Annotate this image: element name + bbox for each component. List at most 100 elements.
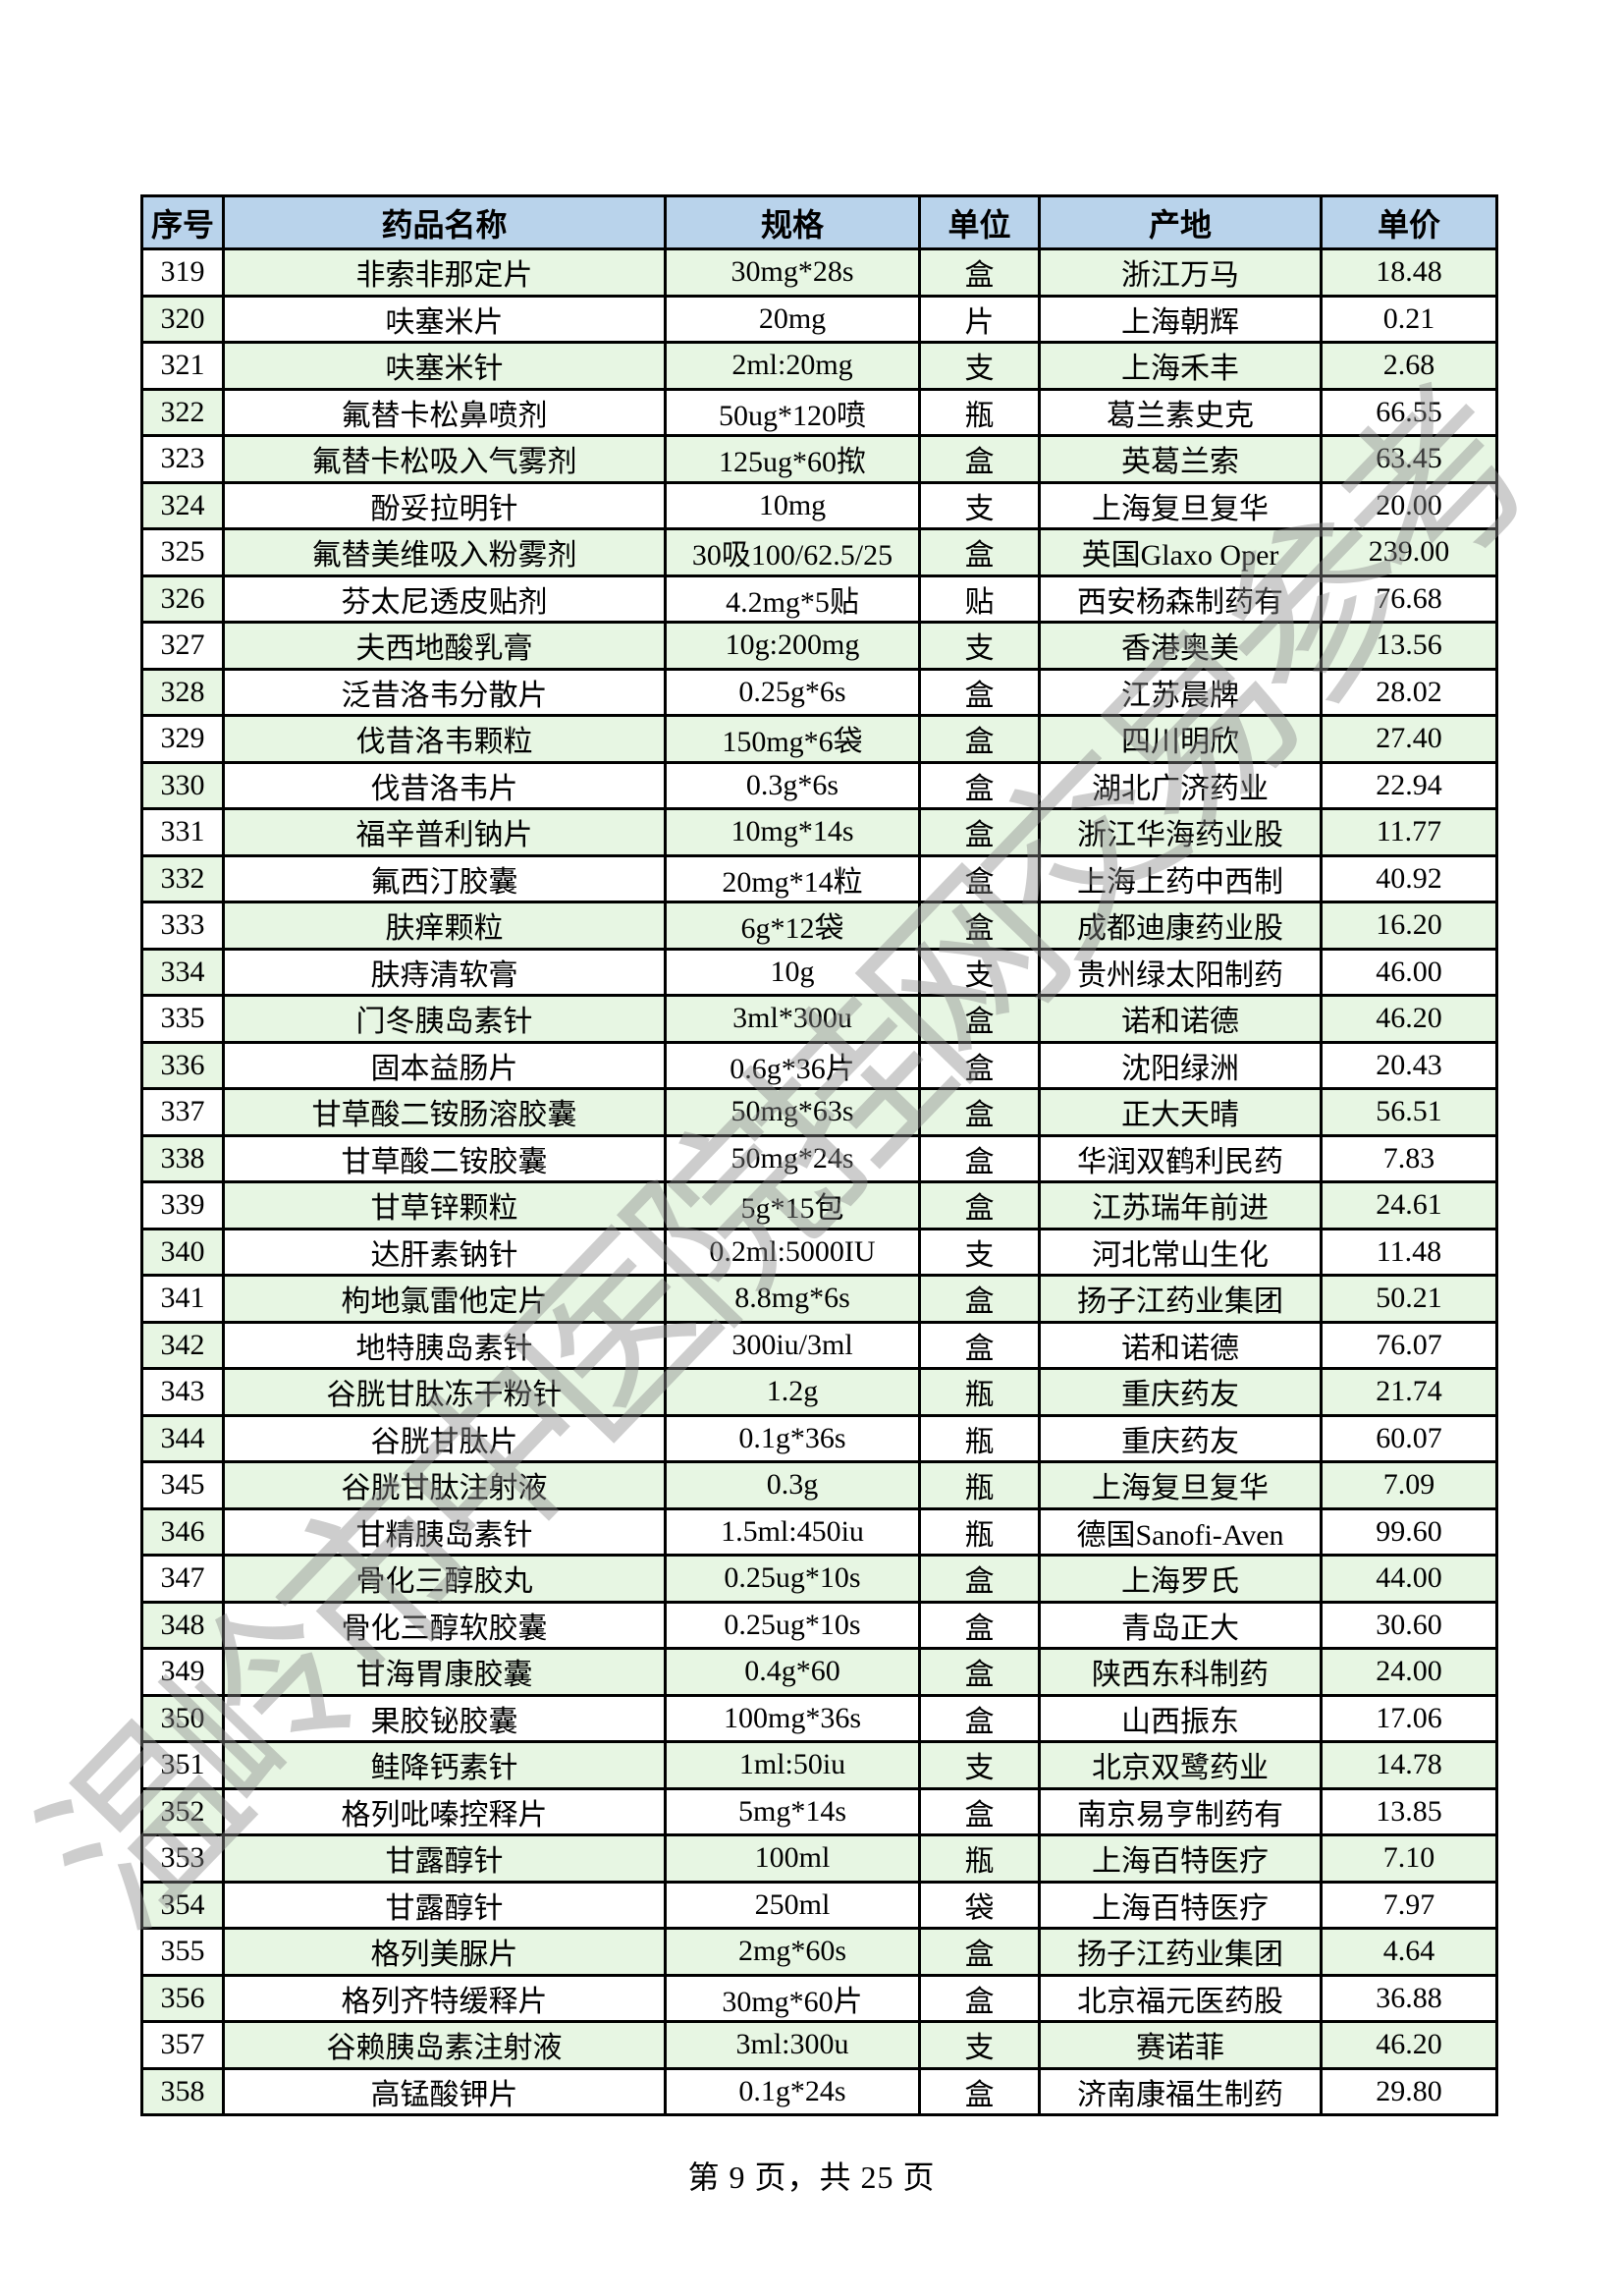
drug-name-cell: 非索非那定片 xyxy=(222,247,667,298)
drug-name-cell: 酚妥拉明针 xyxy=(222,480,667,530)
drug-name-cell: 甘草锌颗粒 xyxy=(222,1180,667,1230)
price-cell: 4.64 xyxy=(1320,1927,1498,1977)
origin-cell: 四川明欣 xyxy=(1038,714,1323,764)
price-cell: 239.00 xyxy=(1320,527,1498,577)
price-cell: 0.21 xyxy=(1320,294,1498,344)
row-number-cell: 347 xyxy=(140,1554,225,1604)
spec-cell: 1.2g xyxy=(664,1367,921,1417)
unit-cell: 贴 xyxy=(918,574,1041,624)
unit-cell: 瓶 xyxy=(918,1506,1041,1557)
drug-name-cell: 门冬胰岛素针 xyxy=(222,994,667,1044)
price-cell: 99.60 xyxy=(1320,1506,1498,1557)
spec-cell: 1.5ml:450iu xyxy=(664,1506,921,1557)
row-number-cell: 356 xyxy=(140,1973,225,2023)
origin-cell: 济南康福生制药 xyxy=(1038,2066,1323,2116)
price-cell: 24.00 xyxy=(1320,1647,1498,1697)
price-cell: 16.20 xyxy=(1320,901,1498,951)
spec-cell: 3ml*300u xyxy=(664,994,921,1044)
drug-name-cell: 氟替卡松吸入气雾剂 xyxy=(222,434,667,484)
table-row: 342 地特胰岛素针 300iu/3ml 盒诺和诺德 76.07 xyxy=(140,1320,1498,1370)
origin-cell: 上海百特医疗 xyxy=(1038,1880,1323,1930)
spec-cell: 100ml xyxy=(664,1833,921,1884)
unit-cell: 盒 xyxy=(918,1274,1041,1324)
row-number-cell: 342 xyxy=(140,1320,225,1370)
price-cell: 14.78 xyxy=(1320,1740,1498,1790)
column-header-origin: 产地 xyxy=(1038,194,1323,250)
drug-name-cell: 地特胰岛素针 xyxy=(222,1320,667,1370)
spec-cell: 10g xyxy=(664,947,921,997)
table-row: 324 酚妥拉明针 10mg 支上海复旦复华 20.00 xyxy=(140,480,1498,530)
drug-name-cell: 夫西地酸乳膏 xyxy=(222,621,667,671)
origin-cell: 陕西东科制药 xyxy=(1038,1647,1323,1697)
spec-cell: 20mg*14粒 xyxy=(664,853,921,903)
price-cell: 13.85 xyxy=(1320,1786,1498,1836)
table-row: 341 枸地氯雷他定片 8.8mg*6s 盒扬子江药业集团 50.21 xyxy=(140,1274,1498,1324)
column-header-drug-name: 药品名称 xyxy=(222,194,667,250)
table-row: 334 肤痔清软膏 10g 支贵州绿太阳制药 46.00 xyxy=(140,947,1498,997)
table-row: 323 氟替卡松吸入气雾剂 125ug*60揿盒英葛兰索 63.45 xyxy=(140,434,1498,484)
unit-cell: 盒 xyxy=(918,1040,1041,1090)
drug-name-cell: 氟替卡松鼻喷剂 xyxy=(222,387,667,437)
price-cell: 40.92 xyxy=(1320,853,1498,903)
row-number-cell: 322 xyxy=(140,387,225,437)
table-row: 328 泛昔洛韦分散片 0.25g*6s 盒江苏晨牌 28.02 xyxy=(140,667,1498,717)
drug-name-cell: 伐昔洛韦颗粒 xyxy=(222,714,667,764)
spec-cell: 50mg*63s xyxy=(664,1087,921,1137)
spec-cell: 0.25ug*10s xyxy=(664,1554,921,1604)
row-number-cell: 328 xyxy=(140,667,225,717)
table-row: 352 格列吡嗪控释片 5mg*14s 盒南京易亨制药有 13.85 xyxy=(140,1786,1498,1836)
unit-cell: 盒 xyxy=(918,1973,1041,2023)
price-cell: 21.74 xyxy=(1320,1367,1498,1417)
row-number-cell: 352 xyxy=(140,1786,225,1836)
table-row: 330 伐昔洛韦片 0.3g*6s 盒湖北广济药业 22.94 xyxy=(140,760,1498,810)
table-row: 321 呋塞米针 2ml:20mg 支上海禾丰 2.68 xyxy=(140,341,1498,391)
row-number-cell: 327 xyxy=(140,621,225,671)
price-cell: 20.43 xyxy=(1320,1040,1498,1090)
price-cell: 11.77 xyxy=(1320,807,1498,857)
unit-cell: 盒 xyxy=(918,807,1041,857)
row-number-cell: 326 xyxy=(140,574,225,624)
unit-cell: 盒 xyxy=(918,1693,1041,1743)
origin-cell: 葛兰素史克 xyxy=(1038,387,1323,437)
table-row: 338 甘草酸二铵胶囊 50mg*24s 盒华润双鹤利民药 7.83 xyxy=(140,1133,1498,1183)
origin-cell: 上海上药中西制 xyxy=(1038,853,1323,903)
drug-name-cell: 谷赖胰岛素注射液 xyxy=(222,2020,667,2070)
drug-name-cell: 谷胱甘肽冻干粉针 xyxy=(222,1367,667,1417)
unit-cell: 盒 xyxy=(918,994,1041,1044)
origin-cell: 上海禾丰 xyxy=(1038,341,1323,391)
spec-cell: 0.25g*6s xyxy=(664,667,921,717)
spec-cell: 0.1g*24s xyxy=(664,2066,921,2116)
origin-cell: 山西振东 xyxy=(1038,1693,1323,1743)
table-row: 339 甘草锌颗粒 5g*15包盒江苏瑞年前进 24.61 xyxy=(140,1180,1498,1230)
spec-cell: 0.1g*36s xyxy=(664,1413,921,1463)
row-number-cell: 324 xyxy=(140,480,225,530)
spec-cell: 5g*15包 xyxy=(664,1180,921,1230)
unit-cell: 盒 xyxy=(918,1647,1041,1697)
spec-cell: 125ug*60揿 xyxy=(664,434,921,484)
column-header-index: 序号 xyxy=(140,194,225,250)
drug-name-cell: 甘海胃康胶囊 xyxy=(222,1647,667,1697)
table-row: 320 呋塞米片 20mg 片上海朝辉 0.21 xyxy=(140,294,1498,344)
spec-cell: 0.2ml:5000IU xyxy=(664,1227,921,1277)
origin-cell: 上海百特医疗 xyxy=(1038,1833,1323,1884)
table-row: 322 氟替卡松鼻喷剂 50ug*120喷瓶葛兰素史克 66.55 xyxy=(140,387,1498,437)
row-number-cell: 320 xyxy=(140,294,225,344)
price-cell: 56.51 xyxy=(1320,1087,1498,1137)
price-cell: 46.00 xyxy=(1320,947,1498,997)
table-row: 347 骨化三醇胶丸 0.25ug*10s 盒上海罗氏 44.00 xyxy=(140,1554,1498,1604)
table-row: 344 谷胱甘肽片 0.1g*36s 瓶重庆药友 60.07 xyxy=(140,1413,1498,1463)
header-row: 序号 药品名称 规格 单位 产地 单价 xyxy=(140,194,1498,250)
spec-cell: 2mg*60s xyxy=(664,1927,921,1977)
drug-name-cell: 果胶铋胶囊 xyxy=(222,1693,667,1743)
table-row: 335 门冬胰岛素针 3ml*300u 盒诺和诺德 46.20 xyxy=(140,994,1498,1044)
drug-name-cell: 呋塞米片 xyxy=(222,294,667,344)
unit-cell: 袋 xyxy=(918,1880,1041,1930)
row-number-cell: 336 xyxy=(140,1040,225,1090)
row-number-cell: 321 xyxy=(140,341,225,391)
row-number-cell: 355 xyxy=(140,1927,225,1977)
origin-cell: 南京易亨制药有 xyxy=(1038,1786,1323,1836)
origin-cell: 北京福元医药股 xyxy=(1038,1973,1323,2023)
price-cell: 2.68 xyxy=(1320,341,1498,391)
unit-cell: 支 xyxy=(918,1740,1041,1790)
price-cell: 63.45 xyxy=(1320,434,1498,484)
